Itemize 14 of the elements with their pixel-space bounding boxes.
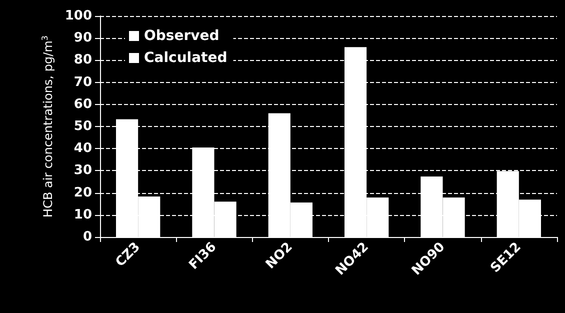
y-tick-label: 40: [74, 141, 92, 156]
y-tick-label: 30: [74, 163, 92, 178]
y-tick-label: 10: [74, 207, 92, 222]
legend-label: Observed: [144, 28, 220, 44]
y-tick-label: 90: [74, 30, 92, 46]
legend-label: Calculated: [144, 50, 228, 66]
y-tick-label: 60: [74, 96, 92, 112]
y-tick-label: 20: [74, 185, 92, 200]
y-tick-label: 50: [74, 119, 92, 134]
y-tick-label: 0: [82, 230, 92, 244]
y-tick-label: 80: [74, 52, 92, 68]
y-tick-label: 100: [64, 8, 92, 24]
y-axis-title: HCB air concentrations, pg/m3: [40, 36, 55, 218]
y-tick-label: 70: [74, 74, 92, 90]
